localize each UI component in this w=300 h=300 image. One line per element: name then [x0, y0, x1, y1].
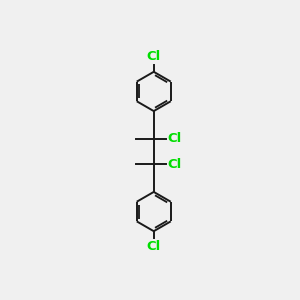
Text: Cl: Cl	[147, 240, 161, 253]
Text: Cl: Cl	[168, 132, 182, 145]
Text: Cl: Cl	[168, 158, 182, 171]
Text: Cl: Cl	[147, 50, 161, 63]
